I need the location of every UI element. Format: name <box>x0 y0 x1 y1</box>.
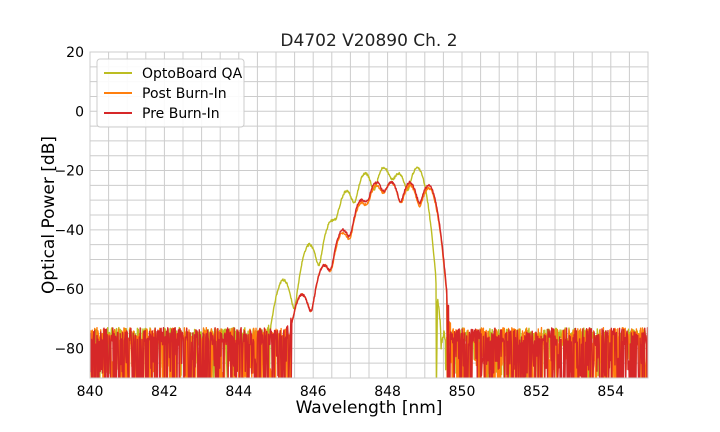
legend-label: Post Burn-In <box>142 86 227 102</box>
x-tick-label: 848 <box>374 384 401 400</box>
y-axis: 20 0 −20 −40 −60 −80 <box>54 45 84 357</box>
y-tick-label: −40 <box>54 223 84 239</box>
x-tick-label: 844 <box>225 384 252 400</box>
y-tick-label: −60 <box>54 282 84 298</box>
chart-title: D4702 V20890 Ch. 2 <box>280 31 457 51</box>
legend: OptoBoard QA Post Burn-In Pre Burn-In <box>96 58 245 128</box>
y-tick-label: −80 <box>54 341 84 357</box>
x-axis: 840 842 844 846 848 850 852 854 <box>77 384 625 400</box>
y-tick-label: −20 <box>54 164 84 180</box>
x-tick-label: 854 <box>597 384 624 400</box>
legend-label: Pre Burn-In <box>142 106 220 122</box>
y-tick-label: 20 <box>66 45 84 61</box>
series-line-3 <box>90 180 648 378</box>
legend-label: OptoBoard QA <box>142 66 243 82</box>
plot-frame <box>89 51 649 379</box>
x-tick-label: 852 <box>523 384 550 400</box>
series-layer <box>90 166 648 378</box>
x-tick-label: 846 <box>300 384 327 400</box>
legend-box <box>96 58 245 128</box>
x-tick-label: 850 <box>449 384 476 400</box>
x-tick-label: 840 <box>77 384 104 400</box>
x-axis-label: Wavelength [nm] <box>296 398 443 418</box>
y-axis-label: Optical Power [dB] <box>39 136 59 294</box>
x-tick-label: 842 <box>151 384 178 400</box>
y-tick-label: 0 <box>75 104 84 120</box>
